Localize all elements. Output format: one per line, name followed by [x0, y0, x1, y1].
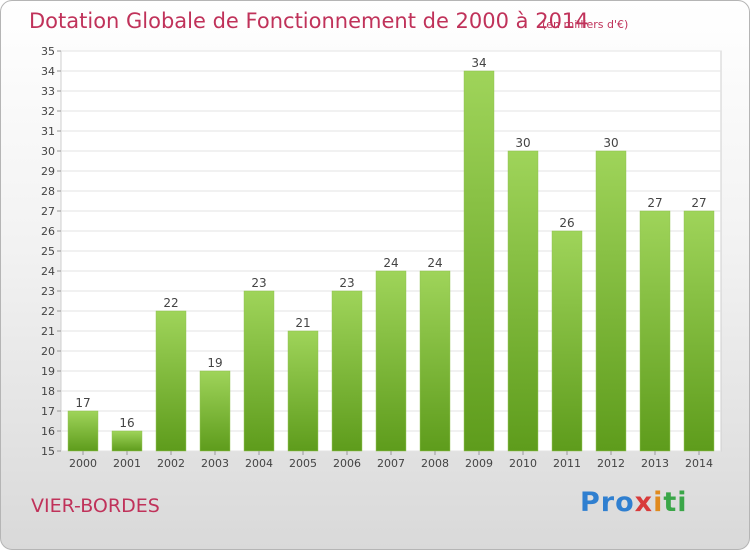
y-tick-label: 18 — [41, 385, 55, 398]
y-tick-label: 23 — [41, 285, 55, 298]
bar-2002 — [155, 310, 187, 452]
bar-2014 — [683, 210, 715, 452]
x-tick-label-2010: 2010 — [509, 457, 537, 470]
y-tick-label: 19 — [41, 365, 55, 378]
data-label-2004: 23 — [251, 276, 266, 290]
bar-2003 — [199, 370, 231, 452]
chart-unit: (en milliers d'€) — [542, 18, 629, 31]
y-tick-label: 17 — [41, 405, 55, 418]
x-tick-label-2004: 2004 — [245, 457, 273, 470]
y-tick-label: 16 — [41, 425, 55, 438]
x-tick-label-2013: 2013 — [641, 457, 669, 470]
y-tick-label: 31 — [41, 125, 55, 138]
y-tick-label: 30 — [41, 145, 55, 158]
bar-2007 — [375, 270, 407, 452]
x-tick-label-2005: 2005 — [289, 457, 317, 470]
bar-2013 — [639, 210, 671, 452]
bar-2001 — [111, 430, 143, 452]
data-label-2002: 22 — [163, 296, 178, 310]
data-label-2000: 17 — [75, 396, 90, 410]
y-tick-label: 15 — [41, 445, 55, 458]
bar-2000 — [67, 410, 99, 452]
x-tick-label-2006: 2006 — [333, 457, 361, 470]
y-tick-label: 29 — [41, 165, 55, 178]
x-tick-label-2007: 2007 — [377, 457, 405, 470]
data-label-2013: 27 — [647, 196, 662, 210]
y-tick-label: 34 — [41, 65, 55, 78]
data-label-2006: 23 — [339, 276, 354, 290]
data-label-2009: 34 — [471, 56, 486, 70]
data-label-2008: 24 — [427, 256, 442, 270]
y-tick-label: 25 — [41, 245, 55, 258]
y-tick-label: 24 — [41, 265, 55, 278]
data-label-2011: 26 — [559, 216, 574, 230]
x-tick-label-2011: 2011 — [553, 457, 581, 470]
bar-2010 — [507, 150, 539, 452]
data-label-2010: 30 — [515, 136, 530, 150]
x-tick-label-2009: 2009 — [465, 457, 493, 470]
y-tick-label: 35 — [41, 45, 55, 58]
bar-2004 — [243, 290, 275, 452]
commune-name: VIER-BORDES — [31, 495, 160, 517]
y-tick-label: 20 — [41, 345, 55, 358]
bar-2009 — [463, 70, 495, 452]
bar-2005 — [287, 330, 319, 452]
data-label-2005: 21 — [295, 316, 310, 330]
y-tick-label: 28 — [41, 185, 55, 198]
x-tick-label-2002: 2002 — [157, 457, 185, 470]
bar-2008 — [419, 270, 451, 452]
data-label-2014: 27 — [691, 196, 706, 210]
y-tick-label: 21 — [41, 325, 55, 338]
x-tick-label-2000: 2000 — [69, 457, 97, 470]
bar-2012 — [595, 150, 627, 452]
chart-title: Dotation Globale de Fonctionnement de 20… — [29, 9, 589, 33]
data-label-2007: 24 — [383, 256, 398, 270]
data-label-2012: 30 — [603, 136, 618, 150]
y-tick-label: 26 — [41, 225, 55, 238]
data-label-2001: 16 — [119, 416, 134, 430]
proxiti-logo: Proxiti — [580, 487, 688, 518]
x-tick-label-2001: 2001 — [113, 457, 141, 470]
bar-2011 — [551, 230, 583, 452]
x-tick-label-2012: 2012 — [597, 457, 625, 470]
y-tick-label: 22 — [41, 305, 55, 318]
bar-2006 — [331, 290, 363, 452]
y-tick-label: 32 — [41, 105, 55, 118]
y-tick-label: 33 — [41, 85, 55, 98]
x-tick-label-2008: 2008 — [421, 457, 449, 470]
x-tick-label-2014: 2014 — [685, 457, 713, 470]
x-tick-label-2003: 2003 — [201, 457, 229, 470]
data-label-2003: 19 — [207, 356, 222, 370]
y-tick-label: 27 — [41, 205, 55, 218]
